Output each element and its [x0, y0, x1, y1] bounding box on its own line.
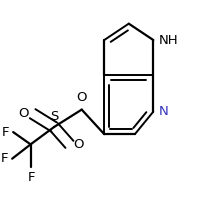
Text: F: F: [2, 126, 10, 139]
Text: N: N: [159, 105, 169, 118]
Text: F: F: [1, 152, 8, 165]
Text: F: F: [28, 171, 35, 184]
Text: O: O: [73, 138, 84, 151]
Text: NH: NH: [158, 34, 178, 47]
Text: S: S: [50, 110, 58, 123]
Text: O: O: [77, 92, 87, 104]
Text: O: O: [18, 107, 29, 120]
